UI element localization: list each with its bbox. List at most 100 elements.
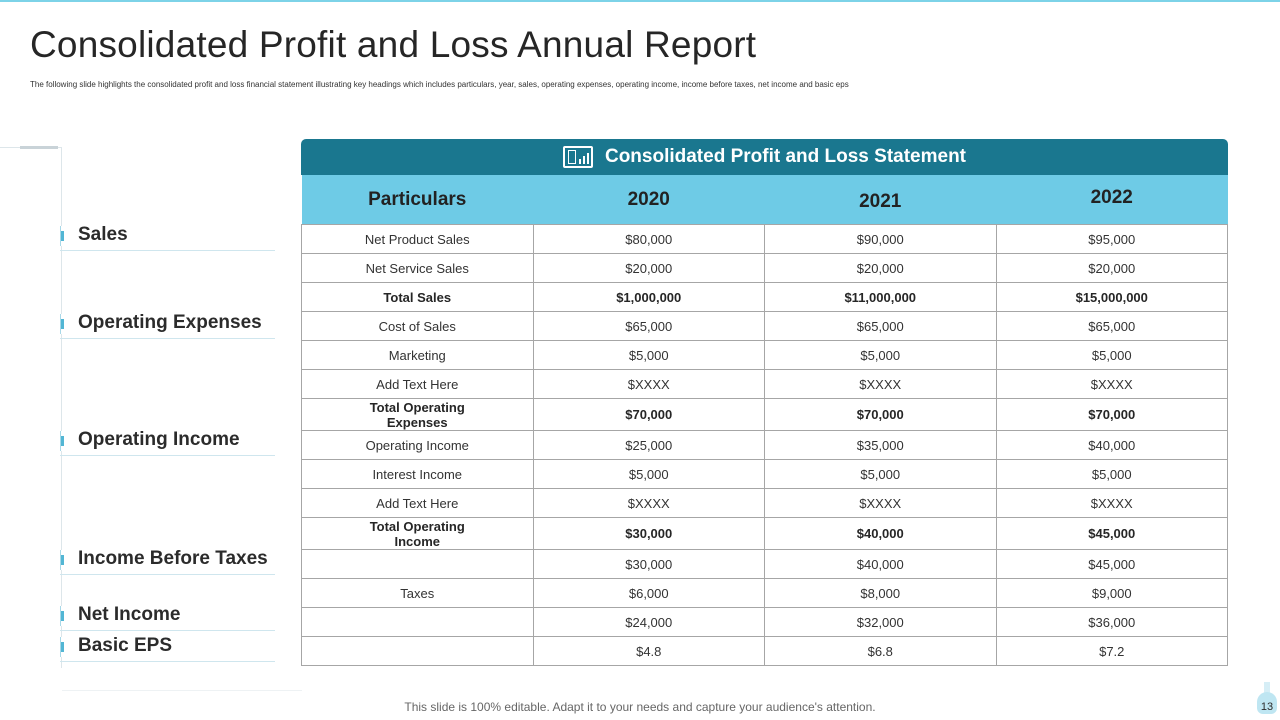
report-chart-icon [562, 146, 593, 168]
side-bottom-line [62, 690, 302, 691]
row-label-cell [301, 636, 534, 666]
value-cell: $95,000 [995, 224, 1228, 254]
statement-table: Particulars 2020 2021 2022 Net Product S… [301, 175, 1228, 666]
table-row: Operating Income $25,000 $35,000 $40,000 [301, 430, 1228, 460]
value-cell: $45,000 [995, 549, 1228, 579]
value-cell: $5,000 [995, 459, 1228, 489]
side-item-marker [60, 550, 64, 570]
table-body: Net Product Sales $80,000 $90,000 $95,000 Ne… [301, 224, 1228, 666]
value-cell: $5,000 [764, 340, 997, 370]
row-label-cell: Interest Income [301, 459, 534, 489]
table-row: Cost of Sales $65,000 $65,000 $65,000 [301, 311, 1228, 341]
page-title: Consolidated Profit and Loss Annual Repo… [30, 24, 757, 65]
table-row: Taxes $6,000 $8,000 $9,000 [301, 578, 1228, 608]
table-row: Add Text Here $XXXX $XXXX $XXXX [301, 488, 1228, 518]
side-item-sales: Sales [60, 222, 275, 251]
page-subtitle: The following slide highlights the conso… [30, 80, 849, 89]
value-cell: $40,000 [764, 517, 997, 550]
row-label-cell: Add Text Here [301, 488, 534, 518]
value-cell: $XXXX [764, 488, 997, 518]
value-cell: $XXXX [995, 369, 1228, 399]
value-cell: $6,000 [532, 578, 765, 608]
row-label-cell: Operating Income [301, 430, 534, 460]
value-cell: $4.8 [532, 636, 765, 666]
row-label-cell: Net Product Sales [301, 224, 534, 254]
value-cell: $36,000 [995, 607, 1228, 637]
value-cell: $20,000 [532, 253, 765, 283]
row-label-cell [301, 549, 534, 579]
value-cell: $70,000 [995, 398, 1228, 431]
value-cell: $5,000 [532, 459, 765, 489]
value-cell: $40,000 [764, 549, 997, 579]
side-item-marker [60, 314, 64, 334]
value-cell: $20,000 [764, 253, 997, 283]
side-item-label: Income Before Taxes [78, 548, 268, 569]
row-label-cell [301, 607, 534, 637]
header-particulars: Particulars [301, 175, 533, 225]
value-cell: $25,000 [532, 430, 765, 460]
value-cell: $5,000 [995, 340, 1228, 370]
value-cell: $70,000 [764, 398, 997, 431]
side-connector-tab [20, 146, 58, 149]
header-2020: 2020 [533, 175, 765, 225]
row-label-cell: Total Operating Income [301, 517, 534, 550]
side-vertical-line [61, 148, 62, 668]
value-cell: $32,000 [764, 607, 997, 637]
value-cell: $65,000 [764, 311, 997, 341]
side-item-label: Sales [78, 224, 128, 245]
header-2022: 2022 [996, 175, 1228, 225]
row-label-cell: Net Service Sales [301, 253, 534, 283]
side-item-label: Operating Expenses [78, 312, 262, 333]
value-cell: $90,000 [764, 224, 997, 254]
side-item-income-before-taxes: Income Before Taxes [60, 546, 275, 575]
value-cell: $65,000 [995, 311, 1228, 341]
table-row: Total Operating Expenses $70,000 $70,000 $7… [301, 398, 1228, 431]
value-cell: $24,000 [532, 607, 765, 637]
value-cell: $15,000,000 [995, 282, 1228, 312]
value-cell: $9,000 [995, 578, 1228, 608]
side-item-label: Operating Income [78, 429, 240, 450]
page-number-badge: 13 [1255, 680, 1279, 718]
side-item-label: Net Income [78, 604, 181, 625]
side-item-marker [60, 637, 64, 657]
side-item-marker [60, 226, 64, 246]
row-label-cell: Total Sales [301, 282, 534, 312]
side-item-operating-expenses: Operating Expenses [60, 310, 275, 339]
table-header-row: Particulars 2020 2021 2022 [301, 175, 1228, 225]
value-cell: $6.8 [764, 636, 997, 666]
value-cell: $30,000 [532, 549, 765, 579]
side-item-operating-income: Operating Income [60, 427, 275, 456]
table-row: $4.8 $6.8 $7.2 [301, 636, 1228, 666]
side-item-marker [60, 606, 64, 626]
value-cell: $XXXX [764, 369, 997, 399]
value-cell: $11,000,000 [764, 282, 997, 312]
table-row: Interest Income $5,000 $5,000 $5,000 [301, 459, 1228, 489]
value-cell: $8,000 [764, 578, 997, 608]
row-label-cell: Cost of Sales [301, 311, 534, 341]
table-banner: Consolidated Profit and Loss Statement [301, 139, 1228, 175]
value-cell: $XXXX [995, 488, 1228, 518]
value-cell: $5,000 [764, 459, 997, 489]
table-row: Marketing $5,000 $5,000 $5,000 [301, 340, 1228, 370]
page-number: 13 [1260, 701, 1274, 713]
side-item-net-income: Net Income [60, 602, 275, 631]
side-item-basic-eps: Basic EPS [60, 633, 275, 662]
value-cell: $XXXX [532, 369, 765, 399]
value-cell: $20,000 [995, 253, 1228, 283]
row-label-cell: Add Text Here [301, 369, 534, 399]
table-row: $24,000 $32,000 $36,000 [301, 607, 1228, 637]
row-label-cell: Taxes [301, 578, 534, 608]
table-row: Net Product Sales $80,000 $90,000 $95,000 [301, 224, 1228, 254]
table-row: Total Sales $1,000,000 $11,000,000 $15,000,… [301, 282, 1228, 312]
value-cell: $80,000 [532, 224, 765, 254]
side-item-label: Basic EPS [78, 635, 172, 656]
value-cell: $5,000 [532, 340, 765, 370]
value-cell: $70,000 [532, 398, 765, 431]
table-banner-title: Consolidated Profit and Loss Statement [604, 146, 967, 167]
value-cell: $XXXX [532, 488, 765, 518]
money-bag-icon [1264, 682, 1270, 694]
side-item-marker [60, 431, 64, 451]
profit-loss-table: Consolidated Profit and Loss Statement P… [301, 139, 1228, 666]
row-label-cell: Total Operating Expenses [301, 398, 534, 431]
value-cell: $40,000 [995, 430, 1228, 460]
